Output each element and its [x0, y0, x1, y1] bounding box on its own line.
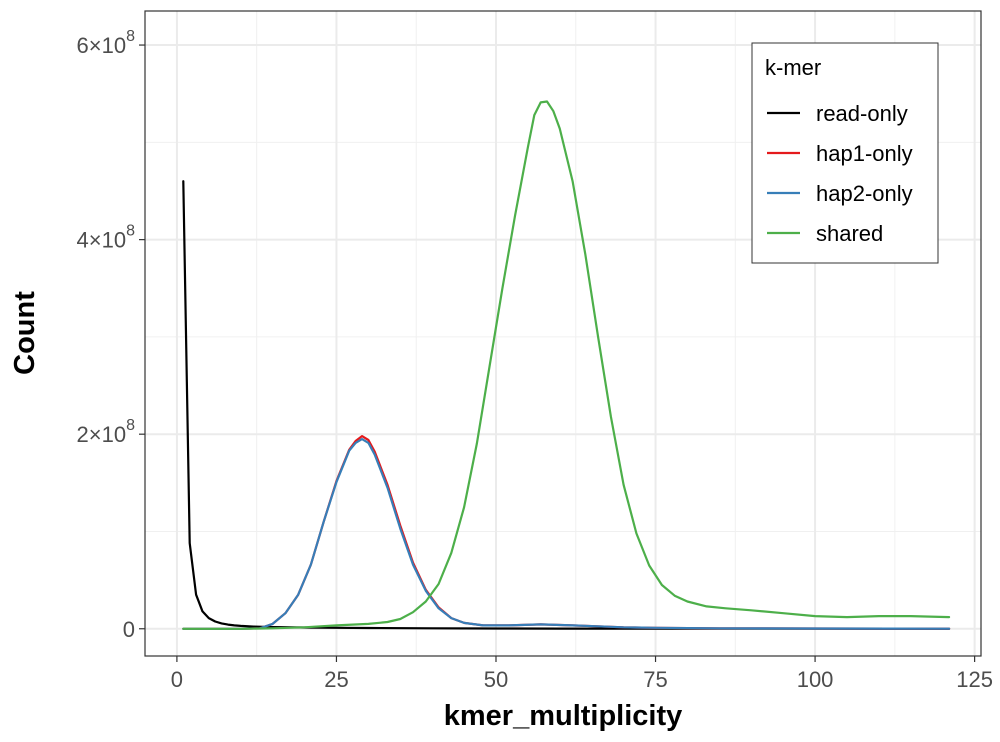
legend-label-hap2-only: hap2-only: [816, 181, 913, 206]
y-axis: 0 2×108 4×108 6×108: [77, 28, 145, 642]
legend-label-hap1-only: hap1-only: [816, 141, 913, 166]
x-tick-label: 25: [324, 667, 348, 692]
series-line-hap2-only: [182, 438, 951, 630]
legend-label-shared: shared: [816, 221, 883, 246]
y-tick-label: 0: [123, 617, 135, 642]
legend-title: k-mer: [765, 55, 821, 80]
x-tick-label: 0: [171, 667, 183, 692]
plot-panel-border: [144, 10, 982, 657]
legend: k-mer read-only hap1-only hap2-only shared: [751, 42, 939, 264]
y-tick-label: 6×108: [77, 28, 136, 58]
x-tick-label: 125: [956, 667, 993, 692]
series-lines: [182, 100, 951, 630]
x-axis-title: kmer_multiplicity: [444, 700, 683, 732]
y-axis-title: Count: [9, 291, 41, 375]
x-tick-label: 100: [797, 667, 834, 692]
legend-label-read-only: read-only: [816, 101, 908, 126]
series-line-read-only: [182, 180, 951, 630]
y-tick-label: 2×108: [77, 417, 136, 447]
series-line-shared: [182, 100, 951, 630]
x-tick-label: 75: [643, 667, 667, 692]
x-axis: 0 25 50 75 100 125: [171, 656, 993, 692]
y-tick-label: 4×108: [77, 223, 136, 253]
x-tick-label: 50: [484, 667, 508, 692]
